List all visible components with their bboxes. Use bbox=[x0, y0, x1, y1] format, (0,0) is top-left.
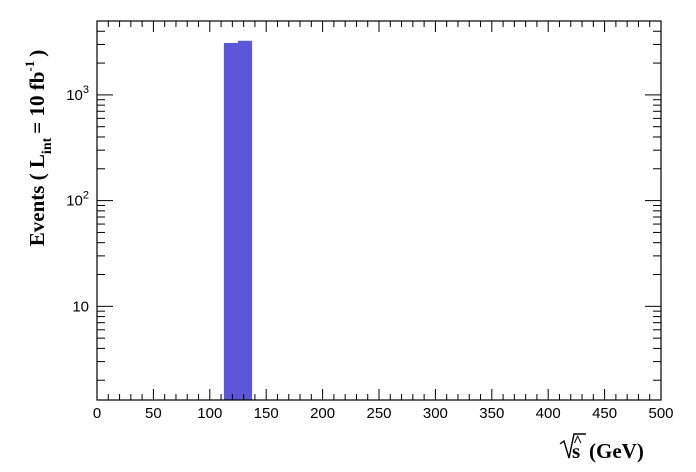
x-tick-label: 50 bbox=[145, 405, 162, 422]
x-tick-label: 350 bbox=[479, 405, 504, 422]
y-tick-label: 103 bbox=[66, 84, 89, 104]
x-tick-label: 500 bbox=[648, 405, 673, 422]
x-axis-unit: (GeV) bbox=[589, 439, 644, 463]
y-tick-label: 10 bbox=[72, 298, 89, 315]
histogram-bars bbox=[223, 40, 253, 401]
x-tick-label: 300 bbox=[423, 405, 448, 422]
histogram-bar bbox=[223, 42, 238, 401]
sqrt-symbol bbox=[559, 433, 586, 459]
plot-frame bbox=[96, 20, 662, 401]
y-tick-label: 102 bbox=[66, 190, 89, 210]
x-tick-label: 150 bbox=[254, 405, 279, 422]
x-tick-label: 200 bbox=[310, 405, 335, 422]
x-axis-ticks: 0 50 100 150 200 250 300 350 400 450 500 bbox=[93, 21, 674, 422]
x-axis-symbol: s bbox=[572, 439, 580, 463]
x-tick-label: 100 bbox=[197, 405, 222, 422]
hat-symbol: ^ bbox=[573, 433, 582, 450]
x-tick-label: 450 bbox=[592, 405, 617, 422]
x-tick-label: 0 bbox=[93, 405, 101, 422]
y-axis-ticks: 10 102 103 bbox=[66, 20, 661, 381]
x-axis-title: s ^ (GeV) bbox=[559, 433, 644, 463]
y-axis-title: Events ( Lint= 10 fb-1) bbox=[22, 50, 55, 247]
x-tick-label: 250 bbox=[366, 405, 391, 422]
histogram-bar bbox=[238, 40, 253, 401]
x-tick-label: 400 bbox=[536, 405, 561, 422]
